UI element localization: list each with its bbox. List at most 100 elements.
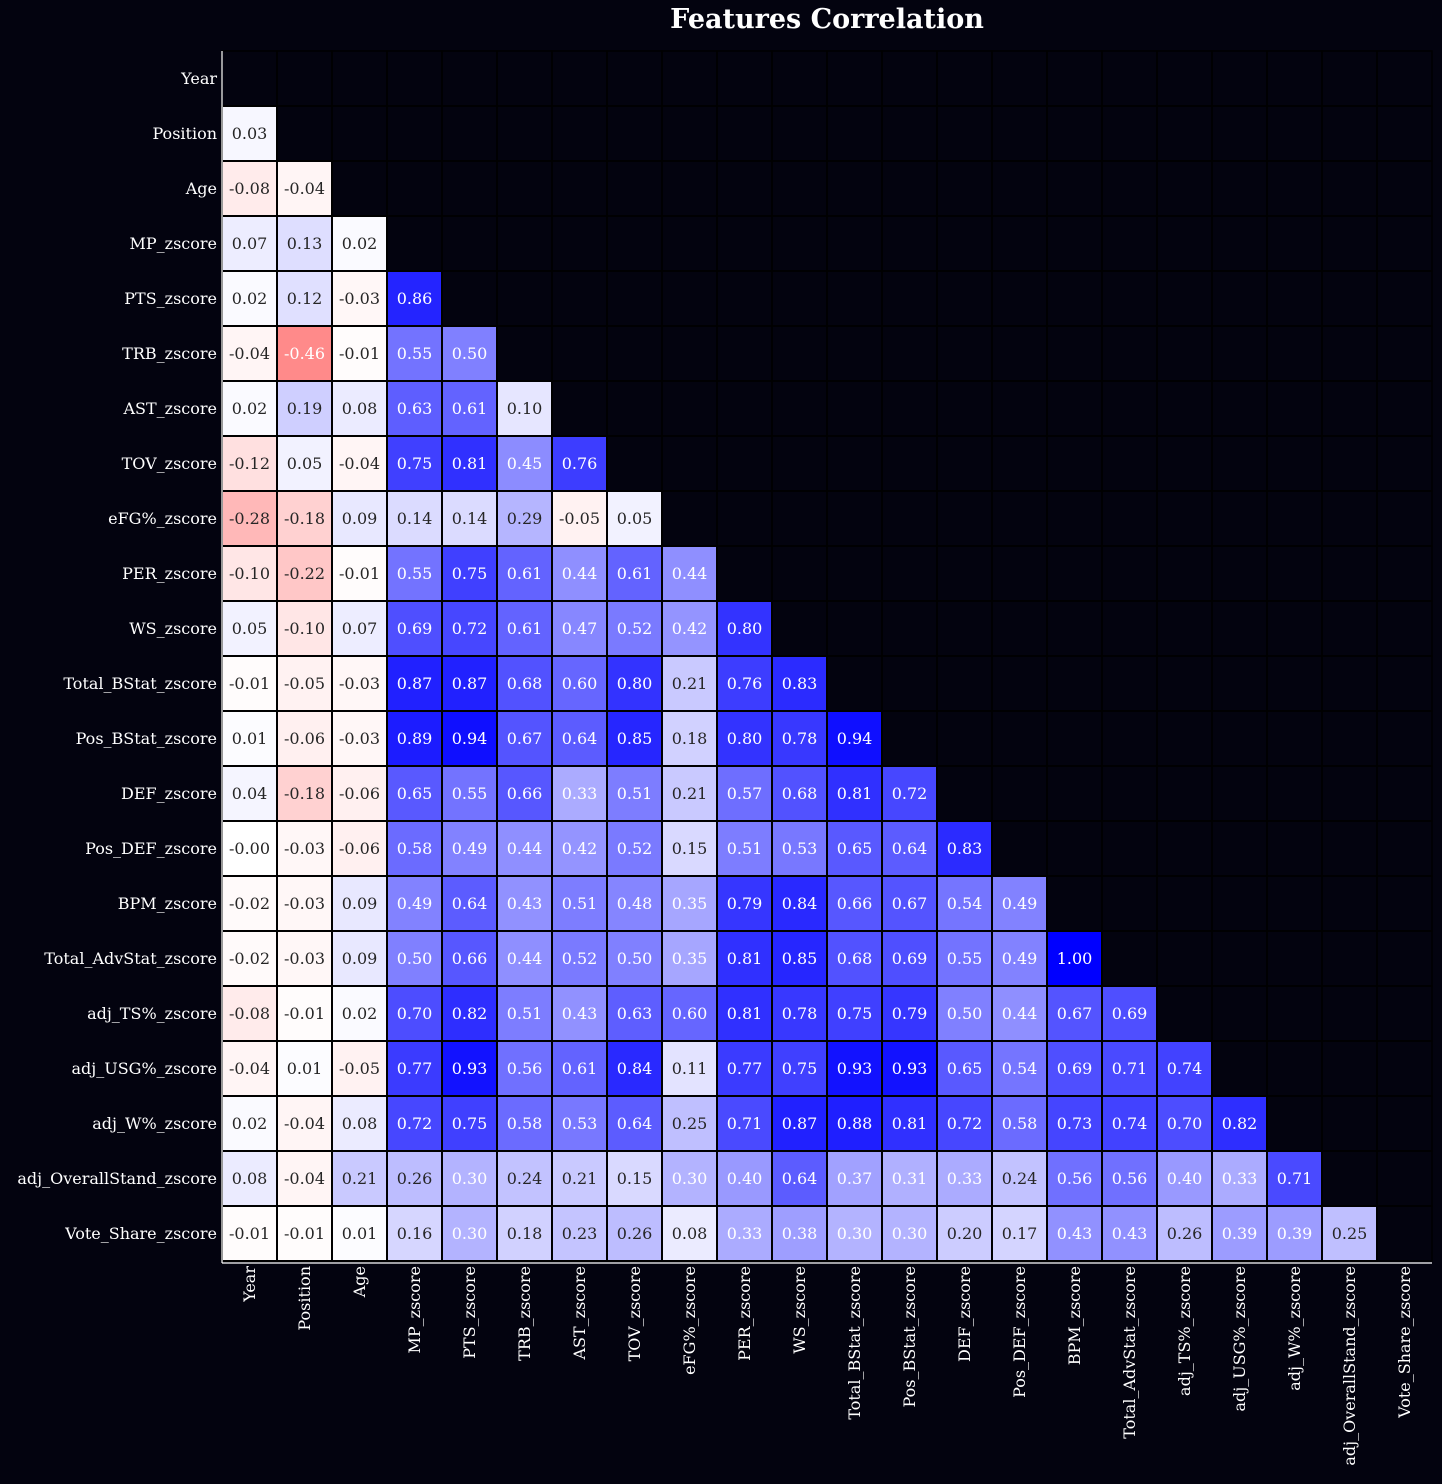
cell-value-label: 0.53: [782, 839, 818, 858]
cell-value-label: -0.01: [229, 1224, 270, 1243]
cell-value-label: 0.75: [452, 1114, 488, 1133]
heatmap-cell: [606, 985, 663, 1042]
cell-value-label: 0.52: [617, 619, 653, 638]
heatmap-cell: [441, 1150, 498, 1207]
cell-value-label: 0.11: [672, 1059, 708, 1078]
masked-cell: [1046, 545, 1103, 602]
masked-cell: [771, 490, 828, 547]
heatmap-cell: [991, 1205, 1048, 1262]
masked-cell: [1046, 215, 1103, 272]
heatmap-cell: [606, 820, 663, 877]
heatmap-cell: [441, 930, 498, 987]
masked-cell: [551, 325, 608, 382]
heatmap-cell: [331, 545, 388, 602]
masked-cell: [936, 215, 993, 272]
cell-value-label: 0.02: [232, 289, 268, 308]
heatmap-cell: [551, 545, 608, 602]
cell-value-label: 0.77: [397, 1059, 433, 1078]
heatmap-cell: [386, 270, 443, 327]
cell-value-label: 0.87: [782, 1114, 818, 1133]
masked-cell: [1266, 380, 1323, 437]
masked-cell: [606, 435, 663, 492]
cell-value-label: 0.49: [1002, 894, 1038, 913]
masked-cell: [826, 160, 883, 217]
heatmap-cell: [386, 325, 443, 382]
x-tick-label: adj_W%_zscore: [1285, 1266, 1304, 1391]
masked-cell: [1321, 215, 1378, 272]
cell-value-label: 0.35: [672, 949, 708, 968]
masked-cell: [1211, 50, 1268, 107]
masked-cell: [991, 710, 1048, 767]
masked-cell: [1156, 215, 1213, 272]
heatmap-cell: [221, 655, 278, 712]
masked-cell: [606, 270, 663, 327]
cell-value-label: 0.55: [452, 784, 488, 803]
cell-value-label: 0.30: [452, 1224, 488, 1243]
heatmap-cell: [496, 380, 553, 437]
cell-value-label: 0.65: [837, 839, 873, 858]
cell-value-label: 0.52: [562, 949, 598, 968]
masked-cell: [1321, 600, 1378, 657]
y-tick-label: Total_AdvStat_zscore: [44, 949, 217, 968]
heatmap-cell: [606, 875, 663, 932]
masked-cell: [1266, 270, 1323, 327]
heatmap-cell: [331, 875, 388, 932]
cell-value-label: 0.15: [672, 839, 708, 858]
cell-value-label: 0.18: [507, 1224, 543, 1243]
masked-cell: [1156, 600, 1213, 657]
masked-cell: [1101, 325, 1158, 382]
heatmap-cell: [1101, 1205, 1158, 1262]
cell-value-label: 0.33: [562, 784, 598, 803]
heatmap-cell: [826, 985, 883, 1042]
cell-value-label: 0.71: [1112, 1059, 1148, 1078]
heatmap-cell: [276, 765, 333, 822]
cell-value-label: 0.44: [1002, 1004, 1038, 1023]
masked-cell: [1211, 655, 1268, 712]
cell-value-label: 0.75: [782, 1059, 818, 1078]
masked-cell: [441, 215, 498, 272]
cell-value-label: 0.44: [507, 949, 543, 968]
masked-cell: [1046, 765, 1103, 822]
cell-value-label: 0.02: [342, 234, 378, 253]
masked-cell: [881, 490, 938, 547]
heatmap-cell: [661, 655, 718, 712]
heatmap-cell: [1156, 1095, 1213, 1152]
cell-value-label: 0.94: [837, 729, 873, 748]
masked-cell: [1376, 50, 1433, 107]
masked-cell: [1321, 270, 1378, 327]
cell-value-label: -0.01: [339, 344, 380, 363]
masked-cell: [1321, 1150, 1378, 1207]
cell-value-label: -0.03: [339, 729, 380, 748]
cell-value-label: 0.93: [892, 1059, 928, 1078]
masked-cell: [716, 105, 773, 162]
cell-value-label: 0.08: [232, 1169, 268, 1188]
cell-value-label: 0.42: [562, 839, 598, 858]
masked-cell: [1101, 105, 1158, 162]
masked-cell: [771, 600, 828, 657]
cell-value-label: 0.13: [287, 234, 323, 253]
cell-value-label: 0.15: [617, 1169, 653, 1188]
masked-cell: [606, 325, 663, 382]
masked-cell: [881, 380, 938, 437]
masked-cell: [936, 710, 993, 767]
masked-cell: [771, 325, 828, 382]
masked-cell: [936, 380, 993, 437]
cell-value-label: 0.70: [397, 1004, 433, 1023]
masked-cell: [606, 380, 663, 437]
cell-value-label: 0.64: [452, 894, 488, 913]
cell-value-label: 0.01: [232, 729, 268, 748]
masked-cell: [1321, 1040, 1378, 1097]
cell-value-label: 0.75: [397, 454, 433, 473]
cell-value-label: 0.78: [782, 1004, 818, 1023]
masked-cell: [1046, 600, 1103, 657]
masked-cell: [1156, 820, 1213, 877]
cell-value-label: 0.64: [782, 1169, 818, 1188]
cell-value-label: 0.68: [837, 949, 873, 968]
cell-value-label: -0.08: [229, 179, 270, 198]
masked-cell: [1156, 270, 1213, 327]
heatmap-cell: [1046, 930, 1103, 987]
masked-cell: [1376, 105, 1433, 162]
cell-value-label: 0.93: [452, 1059, 488, 1078]
masked-cell: [936, 270, 993, 327]
cell-value-label: -0.04: [284, 1169, 325, 1188]
